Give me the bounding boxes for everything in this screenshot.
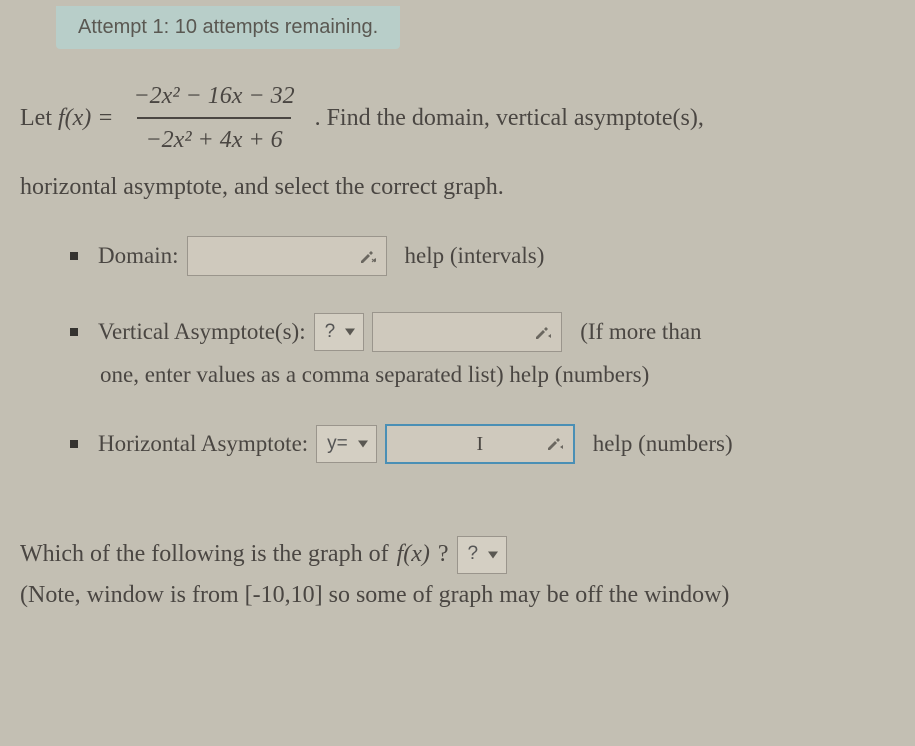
va-label: Vertical Asymptote(s):	[98, 319, 306, 345]
attempt-status: Attempt 1: 10 attempts remaining.	[56, 6, 400, 49]
problem-content: Let f(x) = −2x² − 16x − 32 −2x² + 4x + 6…	[0, 49, 915, 636]
horizontal-asymptote-row: Horizontal Asymptote: y= I help (numbers…	[70, 424, 895, 464]
graph-question-row: Which of the following is the graph of f…	[20, 534, 895, 575]
graph-dropdown[interactable]: ?	[457, 536, 508, 574]
instruction-part1: Find the domain, vertical asymptote(s),	[327, 99, 704, 137]
edit-icon[interactable]	[535, 324, 553, 345]
va-dropdown-value: ?	[325, 321, 336, 343]
chevron-down-icon	[345, 329, 355, 336]
vertical-asymptote-row: Vertical Asymptote(s): ? (If more than	[70, 312, 895, 352]
denominator: −2x² + 4x + 6	[137, 117, 290, 159]
edit-icon[interactable]	[360, 248, 378, 269]
graph-q-post: ?	[438, 534, 449, 575]
graph-dropdown-value: ?	[468, 538, 479, 570]
ha-dropdown[interactable]: y=	[316, 425, 377, 463]
va-dropdown[interactable]: ?	[314, 313, 365, 351]
chevron-down-icon	[358, 441, 368, 448]
function-lhs: f(x) =	[58, 99, 114, 137]
graph-note: (Note, window is from [-10,10] so some o…	[20, 575, 895, 616]
va-sub-text: one, enter values as a comma separated l…	[100, 362, 895, 388]
domain-row: Domain: help (intervals)	[70, 236, 895, 276]
fraction: −2x² − 16x − 32 −2x² + 4x + 6	[125, 77, 302, 160]
instruction-part2: horizontal asymptote, and select the cor…	[20, 168, 895, 206]
function-definition: Let f(x) = −2x² − 16x − 32 −2x² + 4x + 6…	[20, 77, 895, 160]
domain-label: Domain:	[98, 243, 179, 269]
bullet-icon	[70, 252, 78, 260]
let-text: Let	[20, 99, 52, 137]
va-input[interactable]	[372, 312, 562, 352]
bullet-icon	[70, 440, 78, 448]
bullet-icon	[70, 328, 78, 336]
chevron-down-icon	[488, 551, 498, 558]
ha-label: Horizontal Asymptote:	[98, 431, 308, 457]
edit-icon[interactable]	[547, 435, 565, 456]
graph-q-pre: Which of the following is the graph of	[20, 534, 389, 575]
ha-help-link[interactable]: help (numbers)	[593, 431, 733, 457]
period: .	[315, 99, 321, 137]
ha-input[interactable]: I	[385, 424, 575, 464]
graph-fx: f(x)	[397, 534, 430, 575]
va-trail-text: (If more than	[580, 319, 701, 345]
ha-dropdown-value: y=	[327, 433, 348, 455]
ha-value: I	[476, 433, 483, 456]
numerator: −2x² − 16x − 32	[125, 77, 302, 117]
domain-input[interactable]	[187, 236, 387, 276]
domain-help-link[interactable]: help (intervals)	[405, 243, 545, 269]
